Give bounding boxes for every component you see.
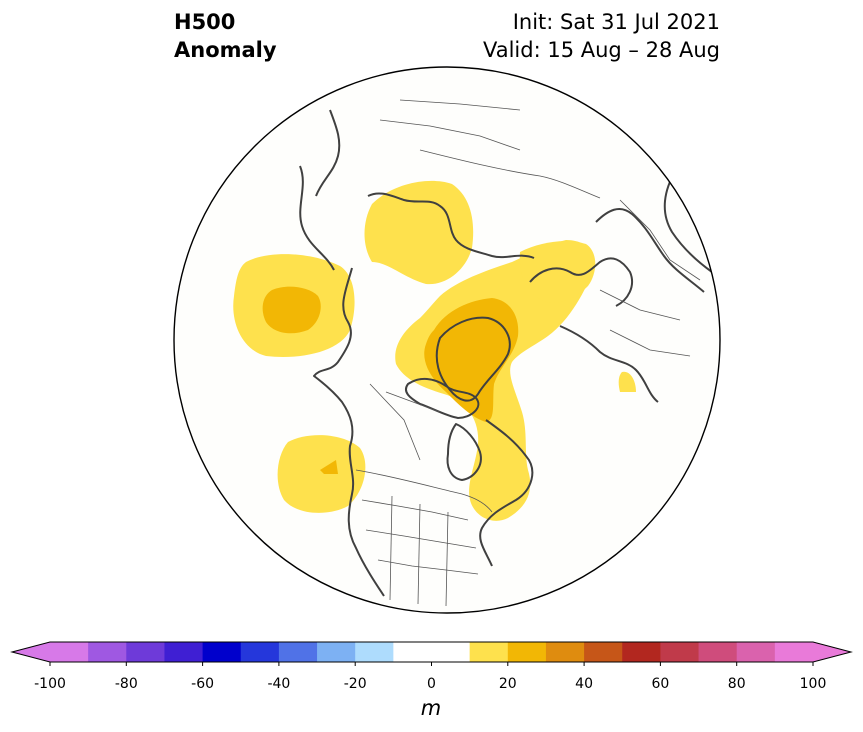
colorbar-bin-20 (507, 642, 547, 662)
init-time-label: Init: Sat 31 Jul 2021 (512, 10, 720, 34)
anomaly-scandinavia (519, 241, 596, 303)
coastline-siberia (367, 192, 535, 259)
coastline-greenland (435, 316, 511, 402)
colorbar-tick-label: 80 (728, 676, 746, 692)
border-russia (419, 149, 601, 199)
colorbar-tick-label: 0 (427, 676, 436, 692)
coastline-northeast-america (479, 419, 534, 567)
anomaly-east-siberia (364, 180, 474, 285)
coastline-hudson-bay (446, 423, 482, 481)
colorbar-unit-label: m (421, 696, 441, 720)
border-canada-us (355, 469, 493, 513)
time-info: Init: Sat 31 Jul 2021 Valid: 15 Aug – 28… (483, 8, 720, 64)
colorbar-bin-50 (622, 642, 661, 662)
anomaly-20-30-layer (262, 286, 519, 474)
border-us-states-vertical (389, 495, 449, 607)
colorbar-tick-label: -80 (115, 676, 138, 692)
colorbar-tick-label: 20 (499, 676, 517, 692)
border-us-states-2 (365, 529, 477, 549)
colorbar-extend-low (12, 642, 50, 662)
border-europe-2 (619, 199, 701, 281)
colorbar-bin--100 (50, 642, 89, 662)
coastline-scandinavia (529, 257, 634, 307)
anomaly-core-northeast-pacific (320, 460, 338, 474)
coastline-east-asia (299, 165, 335, 271)
border-canada-provinces (369, 383, 441, 461)
border-europe-1 (599, 289, 691, 357)
anomaly-western-mediterranean (618, 371, 636, 392)
colorbar-bin--90 (88, 642, 127, 662)
coastline-arabia (663, 169, 713, 273)
anomaly-northeast-pacific (277, 435, 366, 513)
colorbar-bin-60 (660, 642, 700, 662)
border-asia-1 (379, 99, 521, 151)
anomaly-core-north-pacific (262, 286, 321, 334)
colorbar-bin-10 (469, 642, 509, 662)
colorbar-bin-40 (584, 642, 623, 662)
colorbar-tick-label: 100 (800, 676, 827, 692)
colorbar-bin--60 (202, 642, 242, 662)
colorbar-bin--20 (355, 642, 394, 662)
field-title: H500 Anomaly (174, 8, 277, 64)
colorbar-extend-high (813, 642, 851, 662)
colorbar-bin-30 (545, 642, 585, 662)
colorbar-boxes (50, 642, 814, 662)
coastlines (299, 109, 713, 597)
valid-period-label: Valid: 15 Aug – 28 Aug (482, 38, 720, 62)
anomaly-core-greenland (424, 298, 519, 422)
colorbar-tick-label: -60 (191, 676, 214, 692)
coastline-kamchatka (315, 109, 341, 197)
field-title-line1: H500 (174, 10, 236, 34)
colorbar-bin--10 (393, 642, 433, 662)
colorbar-bin--40 (278, 642, 318, 662)
colorbar-bin-70 (698, 642, 738, 662)
coastline-europe-east (595, 207, 705, 293)
colorbar-tick-label: 40 (575, 676, 593, 692)
colorbar-ticks: -100 -80 -60 -40 -20 0 20 40 60 80 100 (34, 662, 826, 692)
colorbar-tick-label: -100 (34, 676, 66, 692)
colorbar-bin--70 (164, 642, 204, 662)
colorbar-tick-label: -40 (267, 676, 290, 692)
border-us-states-1 (361, 499, 469, 521)
colorbar-bin--30 (317, 642, 356, 662)
border-us-states-3 (377, 559, 479, 575)
coastline-alaska (313, 267, 385, 597)
colorbar-tick-label: -20 (344, 676, 367, 692)
borders (355, 99, 701, 607)
polar-map (173, 66, 721, 614)
colorbar-bin--80 (126, 642, 166, 662)
coastline-canadian-arctic (404, 378, 480, 419)
map-boundary (173, 66, 721, 614)
field-title-line2: Anomaly (174, 38, 277, 62)
colorbar-tick-label: 60 (651, 676, 669, 692)
coastline-europe-west (559, 325, 659, 403)
colorbar-bin-0 (431, 642, 471, 662)
colorbar-bin-80 (736, 642, 776, 662)
colorbar-bin--50 (240, 642, 280, 662)
colorbar-bin-90 (774, 642, 814, 662)
